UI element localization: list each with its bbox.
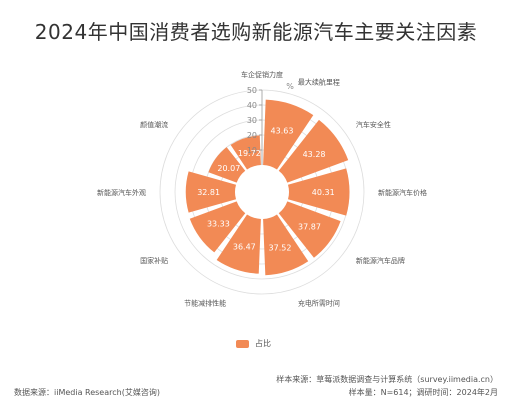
- legend-swatch: [236, 339, 249, 348]
- category-label: 新能源汽车价格: [378, 188, 427, 197]
- tick-label: 50: [247, 86, 257, 95]
- category-label: 新能源汽车品牌: [356, 256, 405, 265]
- bar-3: [278, 201, 341, 258]
- tick-label: 20: [247, 131, 257, 140]
- value-label: 43.63: [271, 126, 294, 135]
- tick-label: 40: [247, 101, 257, 110]
- category-label: 充电所需时间: [298, 298, 340, 307]
- category-label: 颜值潮流: [140, 120, 168, 129]
- center-hole: [236, 166, 288, 218]
- category-label: 车企促销力度: [241, 70, 283, 79]
- value-label: 19.72: [238, 149, 261, 158]
- data-source: 数据来源：iiMedia Research(艾媒咨询): [14, 388, 160, 397]
- bar-2: [287, 168, 350, 216]
- bar-9: [230, 135, 261, 170]
- bar-5: [216, 214, 261, 274]
- category-label: 国家补贴: [140, 256, 168, 265]
- bar-6: [189, 201, 246, 253]
- unit-label: %: [286, 82, 294, 91]
- bar-8: [208, 147, 246, 183]
- bar-7: [185, 171, 237, 213]
- category-label: 汽车安全性: [356, 120, 391, 129]
- legend: 占比: [236, 338, 271, 349]
- value-label: 33.33: [207, 220, 230, 229]
- chart-title: 2024年中国消费者选购新能源汽车主要关注因素: [34, 20, 478, 44]
- tick-label: 10: [247, 146, 257, 155]
- value-label: 37.52: [269, 243, 292, 252]
- category-label: 最大续航里程: [298, 78, 340, 87]
- value-label: 43.28: [303, 150, 326, 159]
- category-label: 新能源汽车外观: [97, 188, 146, 197]
- bar-4: [263, 214, 309, 276]
- value-label: 32.81: [197, 188, 220, 197]
- sample-source: 样本来源：草莓派数据调查与计算系统（survey.iimedia.cn）: [276, 375, 498, 384]
- sample-size: 样本量：N=614；调研时间：2024年2月: [348, 388, 498, 397]
- value-label: 36.47: [233, 242, 256, 251]
- tick-label: 30: [247, 116, 257, 125]
- bar-0: [263, 99, 314, 170]
- value-label: 37.87: [298, 222, 321, 231]
- category-label: 节能减排性能: [184, 298, 226, 307]
- value-label: 20.07: [217, 164, 240, 173]
- value-label: 40.31: [312, 188, 335, 197]
- bar-1: [278, 119, 349, 183]
- legend-label: 占比: [255, 339, 271, 348]
